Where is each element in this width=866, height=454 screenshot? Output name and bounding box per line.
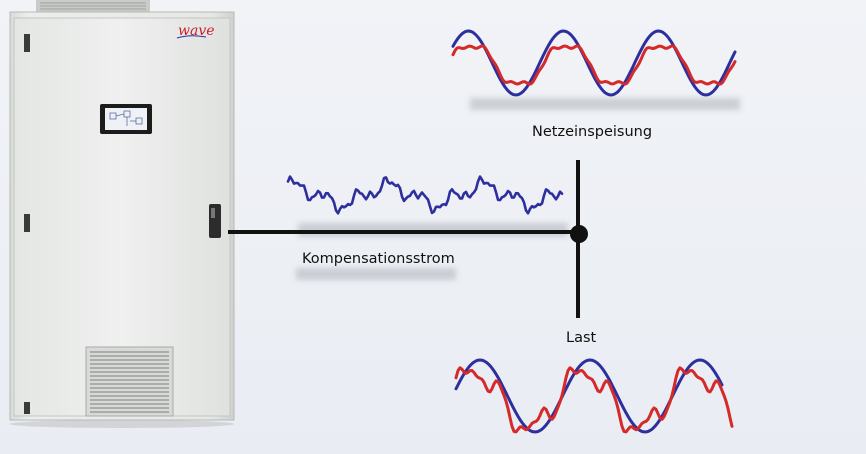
compensation-current-wave [286, 175, 564, 215]
cabinet-vent-grille [85, 346, 174, 417]
bus-lines [228, 160, 588, 318]
waveforms [286, 29, 737, 434]
grid-feed-voltage-wave [451, 29, 737, 97]
load-current-wave [454, 366, 734, 434]
hinge-top-icon [24, 34, 30, 52]
brand-logo: wave [176, 23, 215, 39]
hinge-bottom-icon [24, 402, 30, 414]
grid-feed-current-wave [451, 44, 737, 86]
label-grid-feed: Netzeinspeisung [532, 124, 652, 140]
touch-display [100, 104, 152, 134]
junction-node [570, 225, 588, 243]
brand-logo-text: wave [178, 23, 215, 39]
filter-cabinet: wave [9, 0, 235, 428]
hinge-middle-icon [24, 214, 30, 232]
label-compensation-current: Kompensationsstrom [302, 251, 455, 267]
label-load: Last [566, 330, 597, 346]
vent-slats [90, 351, 169, 413]
load-voltage-wave [454, 358, 724, 434]
